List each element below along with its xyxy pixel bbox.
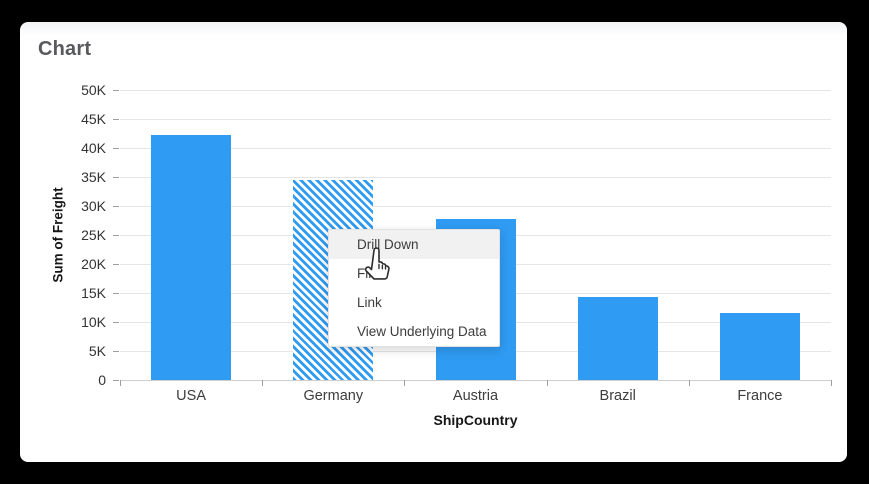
bar-usa[interactable] [151, 135, 232, 380]
y-tick-label: 5K [88, 343, 106, 359]
y-tick-mark [113, 351, 119, 352]
category-label-brazil: Brazil [599, 388, 636, 404]
y-tick-label: 10K [81, 314, 106, 330]
y-tick-mark [113, 177, 119, 178]
y-tick-mark [113, 235, 119, 236]
gridline [120, 148, 831, 149]
x-tick-mark [831, 380, 832, 386]
gridline [120, 177, 831, 178]
y-tick-mark [113, 206, 119, 207]
menu-item-view-underlying-data[interactable]: View Underlying Data [357, 324, 487, 339]
x-tick-mark [546, 380, 548, 386]
x-axis-title: ShipCountry [433, 412, 518, 428]
bar-brazil[interactable] [577, 297, 658, 380]
x-tick-mark [120, 380, 121, 386]
context-menu: Drill DownFilter Link View Underlying Data [328, 229, 500, 347]
x-tick-mark [262, 380, 264, 386]
menu-item-filter[interactable]: Filter [329, 259, 499, 288]
y-tick-label: 40K [81, 140, 106, 156]
y-tick-mark [113, 119, 119, 120]
gridline [120, 90, 831, 91]
y-tick-label: 25K [81, 227, 106, 243]
y-tick-label: 35K [81, 169, 106, 185]
x-tick-mark [688, 380, 690, 386]
x-tick-mark [404, 380, 406, 386]
x-axis-line [120, 380, 831, 381]
y-tick-label: 50K [81, 82, 106, 98]
gridline [120, 119, 831, 120]
y-tick-mark [113, 264, 119, 265]
y-tick-label: 0 [98, 372, 106, 388]
y-tick-label: 15K [81, 285, 106, 301]
y-tick-mark [113, 148, 119, 149]
category-label-usa: USA [176, 388, 206, 404]
y-tick-label: 30K [81, 198, 106, 214]
category-label-germany: Germany [303, 388, 364, 404]
widget-title: Chart [38, 38, 92, 60]
bar-france[interactable] [719, 313, 800, 380]
hand-cursor-icon [362, 247, 392, 290]
y-tick-mark [113, 380, 119, 381]
gridline [120, 206, 831, 207]
chart-widget-card: Chart Sum of Freight 0 5K 10K 15K 20K 25K 30K 3… [20, 22, 847, 462]
menu-item-drill-down[interactable]: Drill Down [329, 230, 499, 259]
menu-item-link[interactable]: Link [357, 295, 382, 310]
y-tick-label: 45K [81, 111, 106, 127]
y-tick-mark [113, 90, 119, 91]
category-label-france: France [737, 388, 783, 404]
y-tick-label: 20K [81, 256, 106, 272]
y-tick-mark [113, 322, 119, 323]
y-tick-mark [113, 293, 119, 294]
category-label-austria: Austria [452, 388, 499, 404]
